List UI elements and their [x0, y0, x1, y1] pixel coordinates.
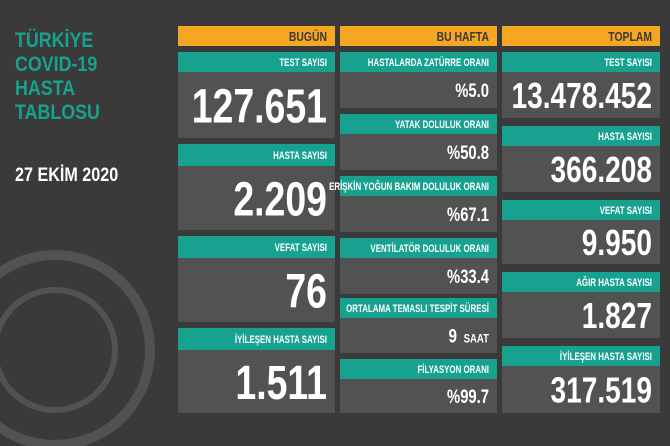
- cell-value: 366.208: [551, 150, 652, 190]
- label-bar: [178, 236, 335, 258]
- column-header: TOPLAM: [608, 30, 652, 44]
- value-box: [178, 166, 335, 230]
- title-line: HASTA: [15, 77, 75, 101]
- cell-value: %67.1: [447, 204, 489, 225]
- title-line: TÜRKİYE: [15, 28, 93, 53]
- cell-label: İYİLEŞEN HASTA SAYISI: [560, 351, 652, 364]
- cell-value: %50.8: [447, 142, 489, 163]
- cell-value: %99.7: [447, 386, 489, 407]
- column-header-bar: [502, 26, 660, 46]
- cell-label: AĞIR HASTA SAYISI: [576, 276, 652, 290]
- label-bar: [502, 52, 660, 72]
- label-bar: [340, 114, 497, 134]
- cell-label: HASTALARDA ZATÜRRE ORANI: [368, 57, 489, 70]
- label-bar: [502, 272, 660, 292]
- value-box: [340, 379, 497, 413]
- cell-value: 9.950: [582, 223, 652, 263]
- emblem: [0, 250, 155, 446]
- cell-label: VENTİLATÖR DOLULUK ORANI: [370, 243, 489, 256]
- title-line: TABLOSU: [15, 101, 100, 125]
- label-bar: [340, 298, 497, 318]
- cell-value: 1.511: [235, 356, 327, 410]
- cell-label: YATAK DOLULUK ORANI: [395, 119, 489, 132]
- value-box: [178, 72, 335, 138]
- cell-value: %5.0: [455, 80, 489, 101]
- value-box: [340, 318, 497, 353]
- cell-value: 9: [449, 325, 457, 347]
- column-header-bar: [340, 26, 497, 46]
- label-bar: [502, 200, 660, 220]
- label-bar: [178, 52, 335, 72]
- label-bar: [178, 328, 335, 350]
- cell-label: ORTALAMA TEMASLI TESPİT SÜRESİ: [346, 303, 489, 316]
- label-bar: [340, 359, 497, 379]
- cell-label: HASTA SAYISI: [273, 150, 327, 163]
- column-header: BUGÜN: [289, 30, 327, 44]
- column-header-bar: [178, 26, 335, 46]
- cell-value: 317.519: [551, 370, 652, 410]
- cell-unit: SAAT: [464, 332, 490, 345]
- value-box: [502, 146, 660, 192]
- cell-label: TEST SAYISI: [279, 57, 327, 70]
- cell-value: 76: [285, 265, 327, 319]
- cell-value: 127.651: [192, 80, 327, 134]
- label-bar: [502, 346, 660, 366]
- value-box: [178, 350, 335, 413]
- label-bar: [340, 52, 497, 72]
- cell-value: %33.4: [447, 266, 489, 287]
- cell-label: ERİŞKİN YOĞUN BAKIM DOLULUK ORANI: [329, 180, 489, 194]
- cell-label: VEFAT SAYISI: [600, 205, 653, 218]
- value-box: [340, 72, 497, 108]
- cell-value: 13.478.452: [512, 76, 652, 116]
- cell-label: TEST SAYISI: [604, 57, 652, 70]
- label-bar: [340, 176, 497, 196]
- cell-value: 1.827: [582, 296, 652, 336]
- cell-label: VEFAT SAYISI: [275, 242, 328, 255]
- cell-label: İYİLEŞEN HASTA SAYISI: [235, 334, 327, 347]
- value-box: [502, 220, 660, 264]
- date: 27 EKİM 2020: [15, 164, 118, 186]
- value-box: [340, 196, 497, 232]
- cell-label: HASTA SAYISI: [598, 131, 652, 144]
- cell-value: 2.209: [233, 173, 327, 227]
- value-box: [340, 134, 497, 170]
- label-bar: [340, 238, 497, 258]
- label-bar: [502, 126, 660, 146]
- value-box: [340, 258, 497, 294]
- cell-label: FİLYASYON ORANI: [417, 364, 489, 377]
- value-box: [178, 258, 335, 322]
- column-header: BU HAFTA: [437, 30, 490, 44]
- value-box: [502, 72, 660, 118]
- value-box: [502, 366, 660, 413]
- value-box: [502, 292, 660, 338]
- label-bar: [178, 144, 335, 166]
- title-line: COVID-19: [15, 53, 97, 77]
